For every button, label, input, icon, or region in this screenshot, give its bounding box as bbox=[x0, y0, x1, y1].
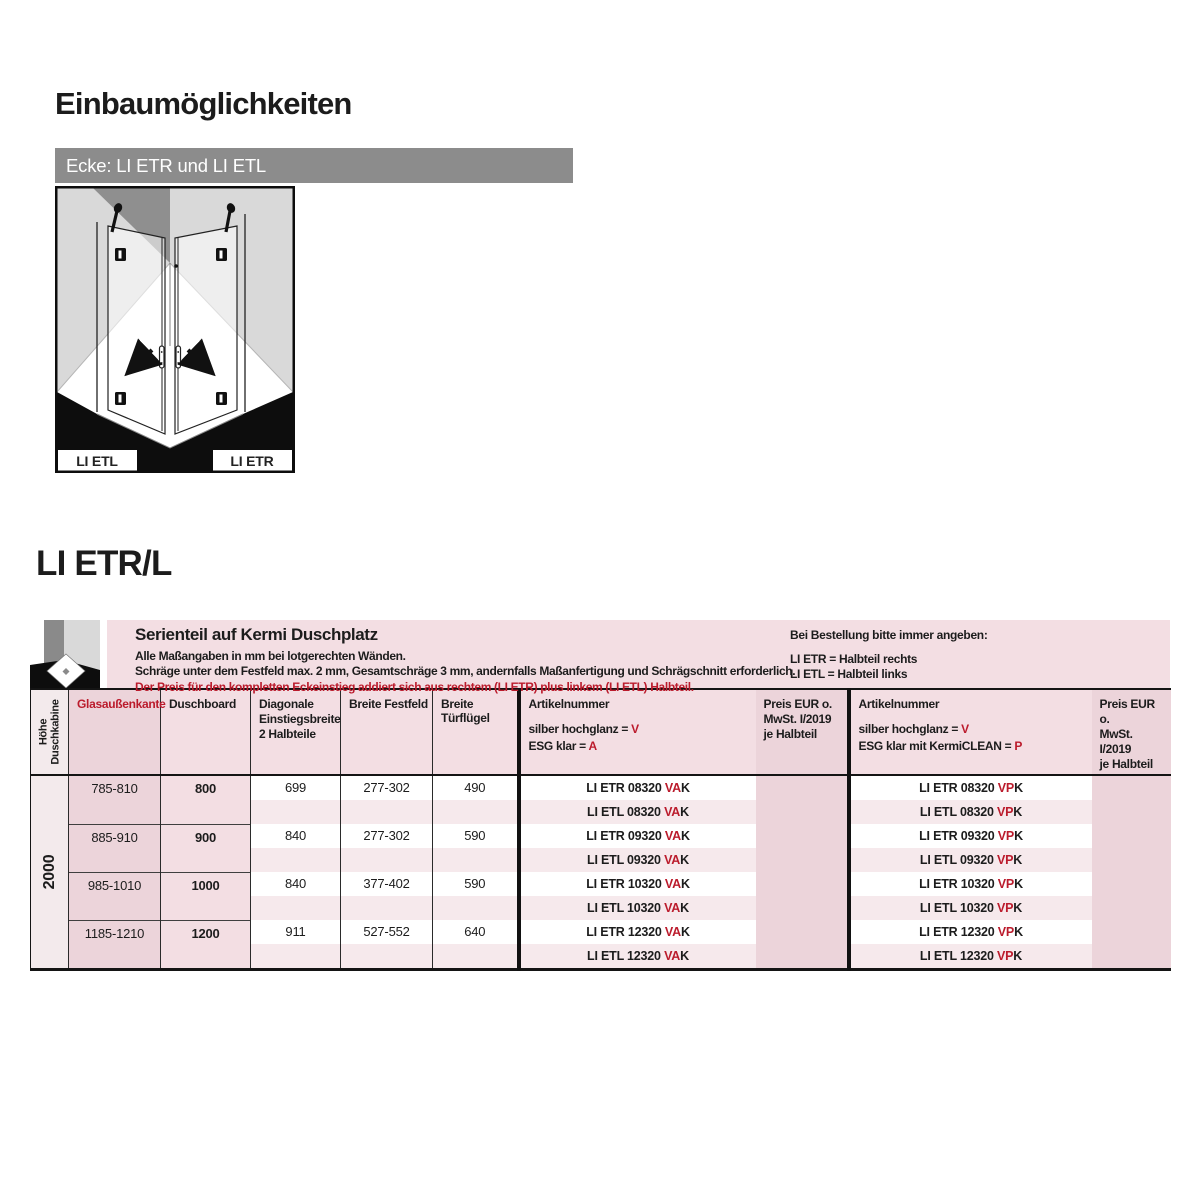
duschboard-cell: 1000 bbox=[160, 871, 251, 920]
dimensions-table: Höhe Duschkabine Glasaußenkante Duschboa… bbox=[30, 688, 1171, 971]
tuerfluegel-cell: 490 bbox=[464, 780, 486, 795]
shower-tray-icon bbox=[30, 620, 107, 689]
duschboard-cell: 900 bbox=[160, 823, 251, 872]
preis-vak-cell bbox=[755, 775, 849, 824]
header-duschboard: Duschboard bbox=[160, 689, 251, 776]
label-box-left bbox=[58, 450, 137, 471]
open-arrow-left bbox=[124, 338, 163, 377]
header-row: Höhe Duschkabine Glasaußenkante Duschboa… bbox=[30, 689, 1171, 776]
glas-cell: 985-1010 bbox=[68, 871, 161, 920]
artikelnummer-vak-cell: LI ETR 08320 VAK bbox=[516, 775, 756, 800]
table-row: 2000 785-810 800 699 277-302 490 LI ETR … bbox=[30, 775, 1171, 970]
table-row: 985-1010 1000 840 377-402 590 LI ETR 103… bbox=[31, 871, 1171, 920]
shower-corner-illustration: LI ETL LI ETR bbox=[55, 186, 295, 473]
artikelnummer-vak-cell: LI ETL 12320 VAK bbox=[516, 944, 756, 970]
artikelnummer-vak-cell: LI ETL 09320 VAK bbox=[516, 848, 756, 872]
band-line-2: Schräge unter dem Festfeld max. 2 mm, Ge… bbox=[135, 664, 796, 679]
header-diagonale: Diagonale Einstiegsbreite 2 Halbteile bbox=[250, 689, 341, 776]
order-heading: Bei Bestellung bitte immer angeben: bbox=[790, 628, 988, 642]
info-band: Serienteil auf Kermi Duschplatz Alle Maß… bbox=[30, 620, 1170, 694]
artikelnummer-vpk-cell: LI ETL 08320 VPK bbox=[846, 800, 1092, 824]
festfeld-cell: 277-302 bbox=[340, 775, 433, 800]
table-row: 1185-1210 1200 911 527-552 640 LI ETR 12… bbox=[31, 919, 1171, 970]
table-row: LI ETL 10320 VAK LI ETL 10320 VPK bbox=[31, 896, 1171, 920]
glas-cell: 785-810 bbox=[68, 775, 161, 824]
header-festfeld: Breite Festfeld bbox=[340, 689, 433, 776]
artikelnummer-vpk-cell: LI ETL 10320 VPK bbox=[846, 896, 1092, 920]
header-hoehe: Höhe Duschkabine bbox=[30, 689, 69, 776]
band-line-1: Alle Maßangaben in mm bei lotgerechten W… bbox=[135, 649, 406, 663]
hinges bbox=[115, 248, 227, 405]
artikelnummer-vak-cell: LI ETR 12320 VAK bbox=[516, 920, 756, 944]
artikelnummer-vpk-cell: LI ETR 08320 VPK bbox=[846, 775, 1092, 800]
artikelnummer-vpk-cell: LI ETR 12320 VPK bbox=[846, 920, 1092, 944]
diagonale-cell: 699 bbox=[250, 775, 341, 800]
artikelnummer-vpk-cell: LI ETL 09320 VPK bbox=[846, 848, 1092, 872]
page-title: Einbaumöglichkeiten bbox=[55, 86, 352, 121]
tuerfluegel-cell: 590 bbox=[464, 876, 486, 891]
product-sheet: Serienteil auf Kermi Duschplatz Alle Maß… bbox=[30, 620, 1171, 971]
diagram-label-right: LI ETR bbox=[230, 453, 273, 469]
door-left-glass bbox=[107, 225, 166, 435]
artikelnummer-vak-cell: LI ETL 08320 VAK bbox=[516, 800, 756, 824]
header-preis-p: Preis EUR o. MwSt. I/2019 je Halbteil bbox=[1091, 689, 1171, 776]
header-artikelnummer-p: Artikelnummer silber hochglanz = V ESG k… bbox=[846, 689, 1092, 776]
tuerfluegel-cell: 590 bbox=[464, 828, 486, 843]
order-line-etl: LI ETL = Halbteil links bbox=[790, 667, 908, 682]
artikelnummer-vak-cell: LI ETR 09320 VAK bbox=[516, 824, 756, 848]
hoehe-cell: 2000 bbox=[30, 775, 69, 970]
table-row: 885-910 900 840 277-302 590 LI ETR 09320… bbox=[31, 823, 1171, 872]
artikelnummer-vpk-cell: LI ETR 10320 VPK bbox=[846, 872, 1092, 896]
support-arm-left bbox=[110, 210, 119, 233]
glas-cell: 885-910 bbox=[68, 823, 161, 872]
order-line-etr: LI ETR = Halbteil rechts bbox=[790, 651, 918, 666]
diagram-label-left: LI ETL bbox=[76, 453, 118, 469]
diagonale-cell: 911 bbox=[250, 920, 341, 944]
header-tuerfluegel: Breite Türflügel bbox=[432, 689, 519, 776]
table-row: LI ETL 09320 VAK LI ETL 09320 VPK bbox=[31, 848, 1171, 872]
header-glasaussenkante: Glasaußenkante bbox=[68, 689, 166, 776]
header-artikelnummer-a: Artikelnummer silber hochglanz = V ESG k… bbox=[516, 689, 756, 776]
table-row: LI ETL 08320 VAK LI ETL 08320 VPK bbox=[31, 800, 1171, 824]
section-banner: Ecke: LI ETR und LI ETL bbox=[55, 148, 573, 183]
table-row: LI ETL 12320 VAK LI ETL 12320 VPK bbox=[31, 944, 1171, 970]
glas-cell: 1185-1210 bbox=[68, 919, 161, 970]
diagonale-cell: 840 bbox=[250, 872, 341, 896]
festfeld-cell: 277-302 bbox=[340, 824, 433, 848]
support-arm-right bbox=[224, 210, 232, 233]
band-notes: Serienteil auf Kermi Duschplatz Alle Maß… bbox=[135, 625, 796, 695]
artikelnummer-vak-cell: LI ETL 10320 VAK bbox=[516, 896, 756, 920]
door-right-glass bbox=[174, 225, 238, 435]
tuerfluegel-cell: 640 bbox=[464, 924, 486, 939]
duschboard-cell: 1200 bbox=[160, 919, 251, 970]
preis-vpk-cell bbox=[1091, 775, 1171, 824]
festfeld-cell: 377-402 bbox=[340, 872, 433, 896]
open-arrow-right bbox=[177, 338, 216, 377]
artikelnummer-vpk-cell: LI ETL 12320 VPK bbox=[846, 944, 1092, 970]
series-title: LI ETR/L bbox=[36, 544, 172, 583]
band-line-price-note: Der Preis für den kompletten Eckeinstieg… bbox=[135, 679, 694, 694]
header-preis-a: Preis EUR o. MwSt. I/2019 je Halbteil bbox=[755, 689, 849, 776]
diagonale-cell: 840 bbox=[250, 824, 341, 848]
artikelnummer-vak-cell: LI ETR 10320 VAK bbox=[516, 872, 756, 896]
festfeld-cell: 527-552 bbox=[340, 920, 433, 944]
duschboard-cell: 800 bbox=[160, 775, 251, 824]
order-notes: Bei Bestellung bitte immer angeben: LI E… bbox=[790, 628, 988, 683]
band-heading: Serienteil auf Kermi Duschplatz bbox=[135, 625, 378, 644]
label-box-right bbox=[213, 450, 292, 471]
artikelnummer-vpk-cell: LI ETR 09320 VPK bbox=[846, 824, 1092, 848]
corner-installation-diagram: LI ETL LI ETR bbox=[55, 186, 295, 473]
